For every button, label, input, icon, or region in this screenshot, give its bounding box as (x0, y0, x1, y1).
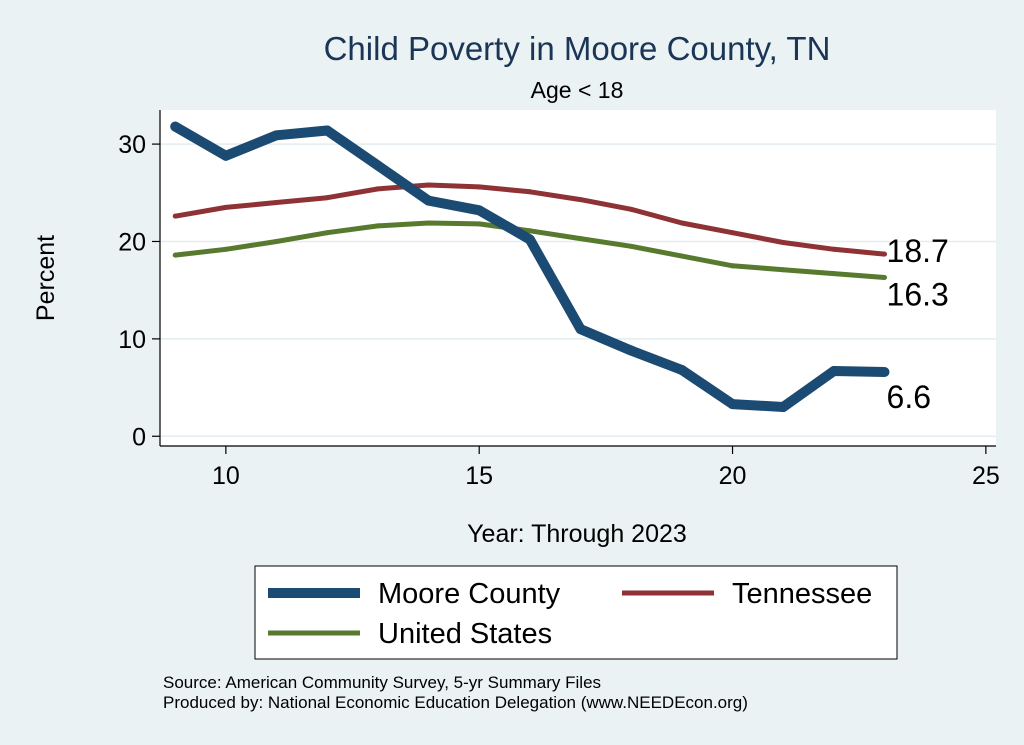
data-point-united-states (679, 253, 685, 259)
data-point-tennessee (476, 184, 482, 190)
data-point-moore-county (676, 365, 687, 376)
gridlines (160, 143, 996, 438)
data-point-moore-county (626, 345, 637, 356)
data-point-tennessee (628, 206, 634, 212)
data-point-united-states (527, 228, 533, 234)
data-point-moore-county (322, 125, 333, 136)
legend-label-tennessee: Tennessee (732, 578, 872, 610)
data-point-tennessee (426, 182, 432, 188)
chart-subtitle: Age < 18 (531, 77, 624, 103)
data-point-moore-county (372, 160, 383, 171)
data-point-tennessee (527, 189, 533, 195)
x-axis-label: Year: Through 2023 (467, 520, 687, 548)
legend-label-moore-county: Moore County (378, 578, 561, 610)
data-point-moore-county (828, 366, 839, 377)
axes: 0 10 20 30 10 15 20 25 (118, 110, 1000, 490)
data-point-moore-county (170, 121, 181, 132)
source-line: Source: American Community Survey, 5-yr … (163, 673, 601, 692)
data-point-united-states (730, 263, 736, 269)
data-point-moore-county (778, 402, 789, 413)
data-point-tennessee (780, 239, 786, 245)
data-point-tennessee (831, 246, 837, 252)
data-point-moore-county (727, 399, 738, 410)
x-tick-label-25: 25 (972, 462, 1000, 490)
data-point-united-states (324, 230, 330, 236)
y-tick-label-10: 10 (118, 326, 146, 354)
legend: Moore County Tennessee United States (254, 565, 898, 660)
legend-box (254, 565, 898, 660)
data-point-moore-county (271, 130, 282, 141)
y-tick-label-30: 30 (118, 131, 146, 159)
data-point-tennessee (223, 204, 229, 210)
data-point-tennessee (324, 195, 330, 201)
data-point-tennessee (679, 220, 685, 226)
data-point-united-states (578, 236, 584, 242)
produced-by-line: Produced by: National Economic Education… (163, 693, 748, 712)
data-point-tennessee (578, 197, 584, 203)
data-point-united-states (172, 252, 178, 258)
legend-label-united-states: United States (378, 618, 552, 650)
data-point-united-states (375, 223, 381, 229)
data-point-united-states (628, 243, 634, 249)
end-label-tennessee: 18.7 (887, 233, 949, 269)
end-label-united-states: 16.3 (887, 277, 949, 313)
y-tick-label-20: 20 (118, 228, 146, 256)
data-point-united-states (476, 221, 482, 227)
end-label-moore-county: 6.6 (887, 379, 931, 415)
data-point-moore-county (575, 324, 586, 335)
x-tick-label-10: 10 (212, 462, 240, 490)
data-point-moore-county (423, 195, 434, 206)
data-point-united-states (882, 275, 888, 281)
data-point-moore-county (879, 366, 890, 377)
data-point-tennessee (730, 230, 736, 236)
data-point-united-states (426, 220, 432, 226)
plot-area (160, 110, 996, 446)
y-tick-label-0: 0 (132, 423, 146, 451)
end-labels: 6.6 18.7 16.3 (887, 233, 949, 415)
data-point-moore-county (474, 205, 485, 216)
data-point-tennessee (375, 186, 381, 192)
data-point-moore-county (524, 234, 535, 245)
data-point-tennessee (274, 200, 280, 206)
data-point-tennessee (882, 251, 888, 257)
data-point-united-states (831, 271, 837, 277)
y-axis-label: Percent (32, 235, 60, 321)
data-point-united-states (223, 246, 229, 252)
x-tick-label-20: 20 (719, 462, 747, 490)
data-point-united-states (780, 267, 786, 273)
data-point-tennessee (172, 213, 178, 219)
x-tick-label-15: 15 (465, 462, 493, 490)
series-lines (170, 121, 890, 413)
data-point-united-states (274, 238, 280, 244)
chart-title: Child Poverty in Moore County, TN (324, 30, 831, 67)
data-point-moore-county (220, 150, 231, 161)
